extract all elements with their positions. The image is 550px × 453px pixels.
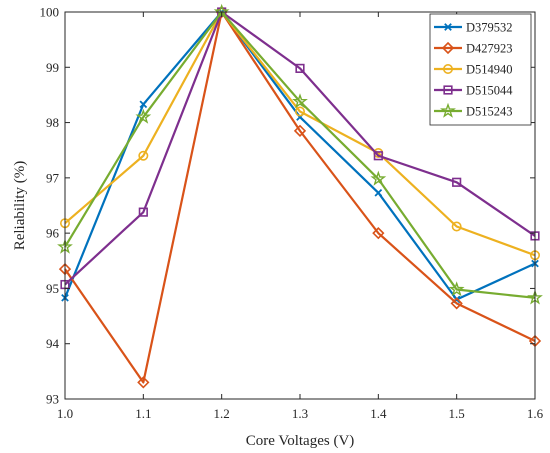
series-D515243 <box>57 3 543 305</box>
data-point <box>292 93 308 109</box>
series-line <box>64 10 536 286</box>
data-point <box>374 188 383 197</box>
y-tick-label: 99 <box>46 60 59 75</box>
y-axis-label: Reliability (%) <box>12 161 28 251</box>
legend-marker <box>442 64 453 75</box>
y-tick-label: 95 <box>46 281 59 296</box>
data-point <box>373 151 383 161</box>
x-tick-label: 1.0 <box>57 406 73 421</box>
data-point <box>370 170 387 186</box>
x-tick-label: 1.1 <box>135 406 151 421</box>
data-point <box>137 376 150 389</box>
x-tick-label: 1.6 <box>527 406 544 421</box>
legend-label: D427923 <box>466 42 513 56</box>
data-point <box>452 177 462 187</box>
legend-label: D379532 <box>466 21 513 35</box>
y-tick-label: 96 <box>46 226 60 241</box>
legend-marker <box>440 102 456 118</box>
y-axis-ticks: 93 94 95 96 97 98 99 100 <box>40 5 535 407</box>
x-axis-ticks: 1.0 1.1 1.2 1.3 1.4 1.5 1.6 <box>57 12 544 421</box>
x-tick-label: 1.4 <box>370 406 387 421</box>
legend-entry: D427923 <box>434 42 513 56</box>
data-point <box>295 63 305 73</box>
legend-marker <box>444 23 452 31</box>
data-point <box>450 297 463 310</box>
legend-entry: D514940 <box>434 63 513 77</box>
data-point <box>139 100 148 109</box>
legend-label: D515044 <box>466 84 513 98</box>
y-tick-label: 93 <box>46 392 59 407</box>
x-tick-label: 1.2 <box>214 406 230 421</box>
legend-label: D515243 <box>466 105 513 119</box>
legend-entry: D379532 <box>434 21 513 35</box>
legend-marker <box>441 41 455 55</box>
data-point <box>451 221 462 232</box>
data-point <box>138 207 148 217</box>
data-point <box>372 227 385 240</box>
x-tick-label: 1.5 <box>449 406 465 421</box>
y-tick-label: 100 <box>40 5 60 20</box>
x-axis-label: Core Voltages (V) <box>246 433 355 449</box>
y-tick-label: 97 <box>46 170 60 185</box>
legend-entry: D515044 <box>434 84 513 98</box>
data-point <box>448 281 465 297</box>
legend-label: D514940 <box>466 63 513 77</box>
legend-entry: D515243 <box>434 102 513 119</box>
series-D515044 <box>60 7 540 290</box>
data-point <box>138 150 149 161</box>
plot-marks <box>57 3 543 389</box>
series-line <box>64 10 536 384</box>
legend-marker <box>443 85 453 95</box>
x-tick-label: 1.3 <box>292 406 308 421</box>
data-point <box>294 106 305 117</box>
y-tick-label: 94 <box>46 336 60 351</box>
series-line <box>64 10 536 299</box>
data-point <box>135 108 152 124</box>
series-line <box>64 10 536 257</box>
data-point <box>293 124 307 137</box>
legend: D379532 D427923 D514940 D515044 D515243 <box>429 13 532 126</box>
y-tick-label: 98 <box>46 115 59 130</box>
